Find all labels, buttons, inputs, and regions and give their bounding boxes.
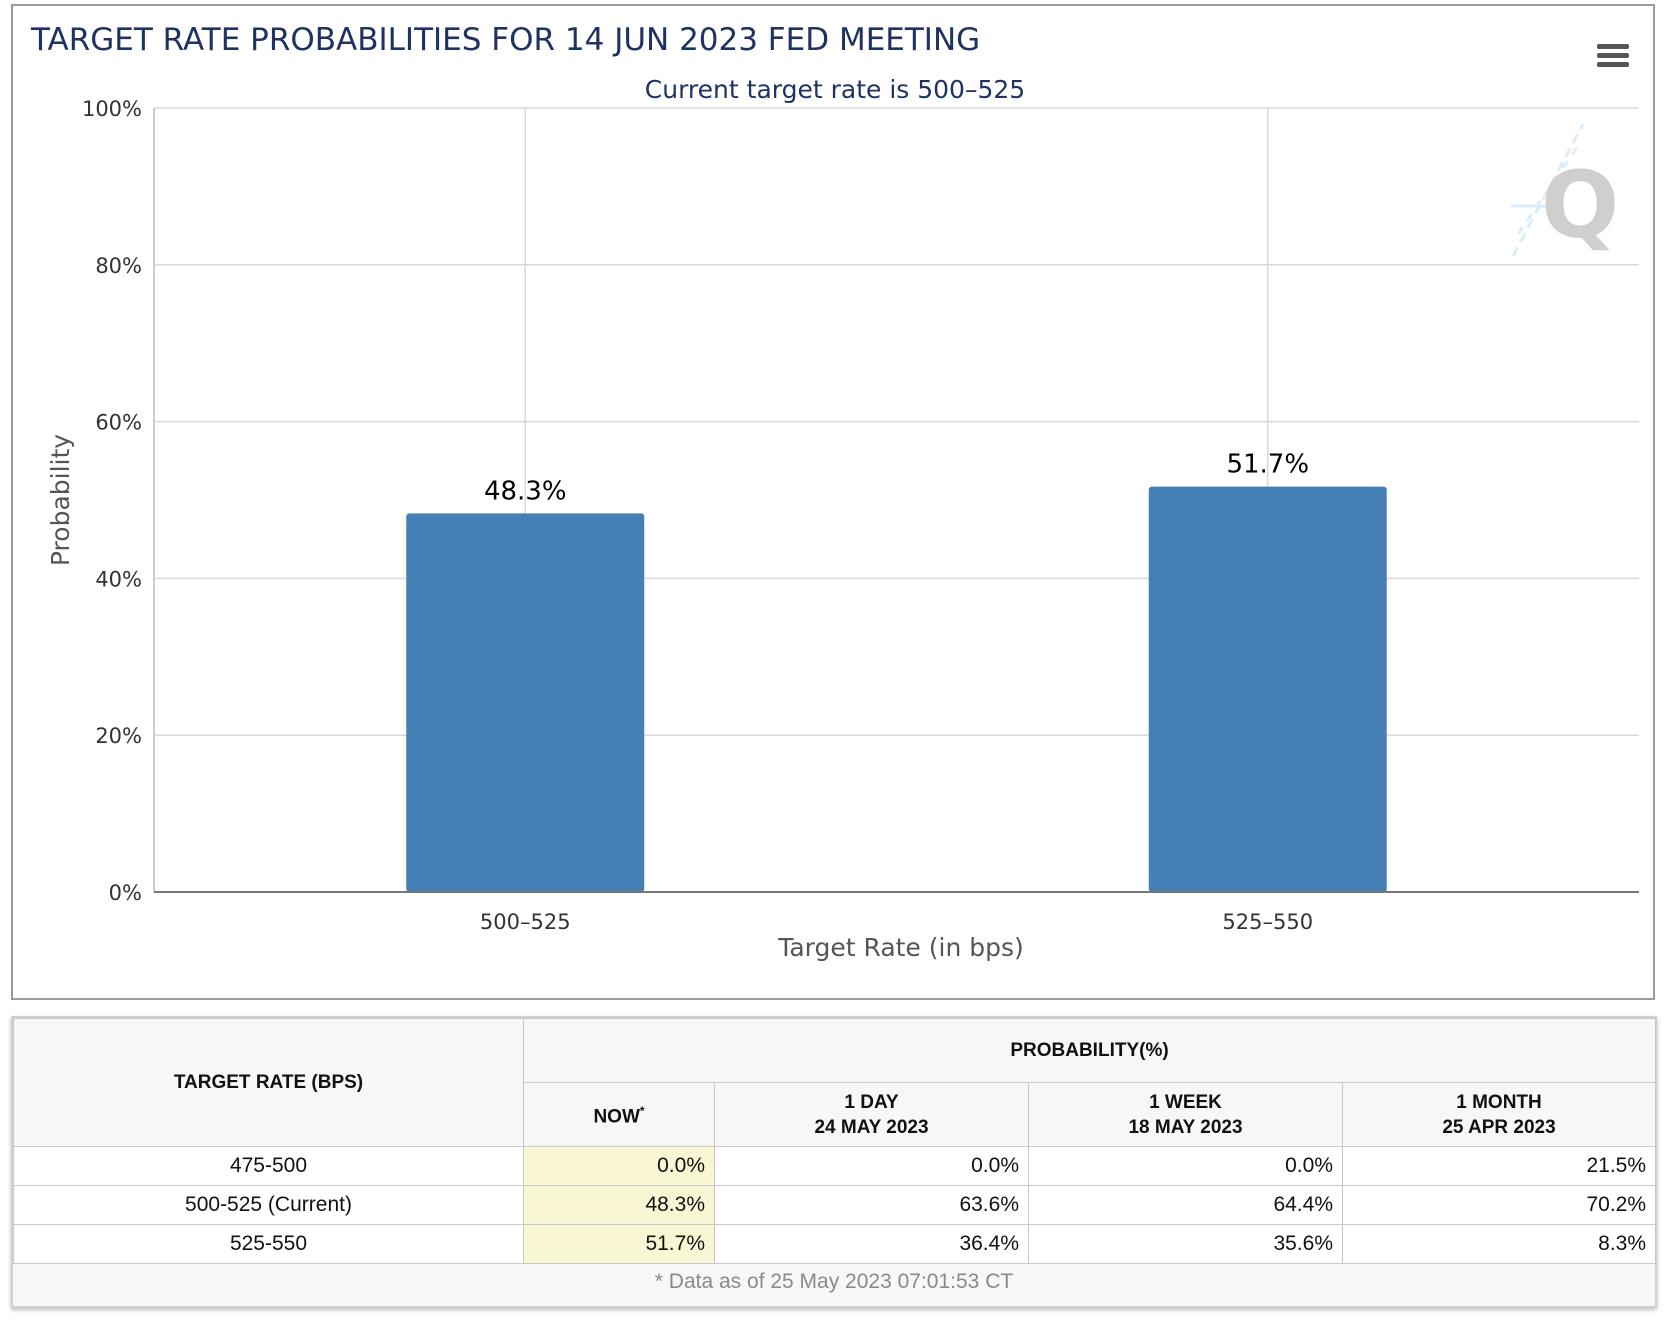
probability-table: TARGET RATE (BPS) PROBABILITY(%) NOW* 1 … bbox=[13, 1018, 1657, 1264]
table-row: 475-500 0.0% 0.0% 0.0% 21.5% bbox=[13, 1146, 1657, 1186]
x-tick-labels: 500–525 525–550 bbox=[480, 910, 1313, 934]
probability-table-panel: TARGET RATE (BPS) PROBABILITY(%) NOW* 1 … bbox=[11, 1016, 1657, 1308]
rate-cell: 525-550 bbox=[13, 1224, 524, 1264]
horizontal-gridlines bbox=[154, 107, 1639, 736]
one-day-cell: 63.6% bbox=[714, 1185, 1029, 1225]
hamburger-menu-line bbox=[1597, 62, 1629, 67]
now-cell: 0.0% bbox=[523, 1146, 715, 1186]
one-month-header: 1 MONTH 25 APR 2023 bbox=[1341, 1082, 1657, 1147]
data-timestamp-footnote: * Data as of 25 May 2023 07:01:53 CT bbox=[654, 1270, 1014, 1293]
one-day-cell: 36.4% bbox=[714, 1224, 1029, 1264]
now-header: NOW* bbox=[523, 1082, 715, 1147]
data-label: 51.7% bbox=[1226, 450, 1309, 480]
hamburger-menu-icon bbox=[1597, 44, 1629, 49]
y-tick-label: 60% bbox=[95, 411, 142, 435]
one-day-label: 1 DAY bbox=[844, 1091, 899, 1113]
now-header-label: NOW bbox=[593, 1106, 640, 1128]
chart-panel: TARGET RATE PROBABILITIES FOR 14 JUN 202… bbox=[11, 4, 1655, 1000]
one-week-cell: 35.6% bbox=[1028, 1224, 1343, 1264]
one-day-date: 24 MAY 2023 bbox=[814, 1116, 929, 1138]
y-tick-label: 100% bbox=[82, 97, 142, 121]
one-week-label: 1 WEEK bbox=[1149, 1091, 1222, 1113]
one-week-cell: 0.0% bbox=[1028, 1146, 1343, 1186]
data-label: 48.3% bbox=[484, 476, 567, 506]
rate-cell: 475-500 bbox=[13, 1146, 524, 1186]
one-week-header: 1 WEEK 18 MAY 2023 bbox=[1028, 1082, 1343, 1147]
y-tick-label: 20% bbox=[95, 724, 142, 748]
bars: 48.3% 51.7% bbox=[406, 450, 1387, 892]
one-week-cell: 64.4% bbox=[1028, 1185, 1343, 1225]
chart-subtitle: Current target rate is 500–525 bbox=[645, 75, 1025, 104]
y-axis-title: Probability bbox=[46, 434, 75, 566]
y-tick-label: 40% bbox=[95, 567, 142, 591]
menu-button[interactable] bbox=[1593, 36, 1633, 67]
y-tick-labels: 0% 20% 40% 60% 80% 100% bbox=[82, 97, 142, 905]
watermark-logo: Q bbox=[1511, 123, 1619, 259]
watermark-letter: Q bbox=[1541, 152, 1619, 259]
one-week-date: 18 MAY 2023 bbox=[1128, 1116, 1243, 1138]
table-row: 500-525 (Current) 48.3% 63.6% 64.4% 70.2… bbox=[13, 1185, 1657, 1225]
rate-cell: 500-525 (Current) bbox=[13, 1185, 524, 1225]
chart-title: TARGET RATE PROBABILITIES FOR 14 JUN 202… bbox=[30, 22, 980, 58]
one-day-header: 1 DAY 24 MAY 2023 bbox=[714, 1082, 1029, 1147]
watermark-streak bbox=[1516, 145, 1580, 235]
x-axis-title: Target Rate (in bps) bbox=[777, 933, 1024, 962]
bar-500–525 bbox=[406, 513, 645, 892]
one-month-label: 1 MONTH bbox=[1456, 1091, 1542, 1113]
now-cell: 51.7% bbox=[523, 1224, 715, 1264]
bar-525–550 bbox=[1148, 486, 1387, 892]
one-month-date: 25 APR 2023 bbox=[1442, 1116, 1556, 1138]
chart-svg: TARGET RATE PROBABILITIES FOR 14 JUN 202… bbox=[30, 22, 1639, 962]
target-rate-header: TARGET RATE (BPS) bbox=[13, 1018, 524, 1147]
x-tick-label: 525–550 bbox=[1222, 910, 1313, 934]
one-day-cell: 0.0% bbox=[714, 1146, 1029, 1186]
y-tick-label: 80% bbox=[95, 254, 142, 278]
x-tick-label: 500–525 bbox=[480, 910, 571, 934]
probability-header: PROBABILITY(%) bbox=[522, 1018, 1657, 1083]
one-month-cell: 21.5% bbox=[1341, 1146, 1657, 1186]
y-tick-label: 0% bbox=[109, 881, 142, 905]
one-month-cell: 70.2% bbox=[1341, 1185, 1657, 1225]
now-cell: 48.3% bbox=[523, 1185, 715, 1225]
one-month-cell: 8.3% bbox=[1341, 1224, 1657, 1264]
now-footnote-marker: * bbox=[639, 1104, 645, 1119]
table-row: 525-550 51.7% 36.4% 35.6% 8.3% bbox=[13, 1224, 1657, 1264]
watermark-streak bbox=[1511, 123, 1585, 257]
hamburger-menu-line bbox=[1597, 53, 1629, 58]
